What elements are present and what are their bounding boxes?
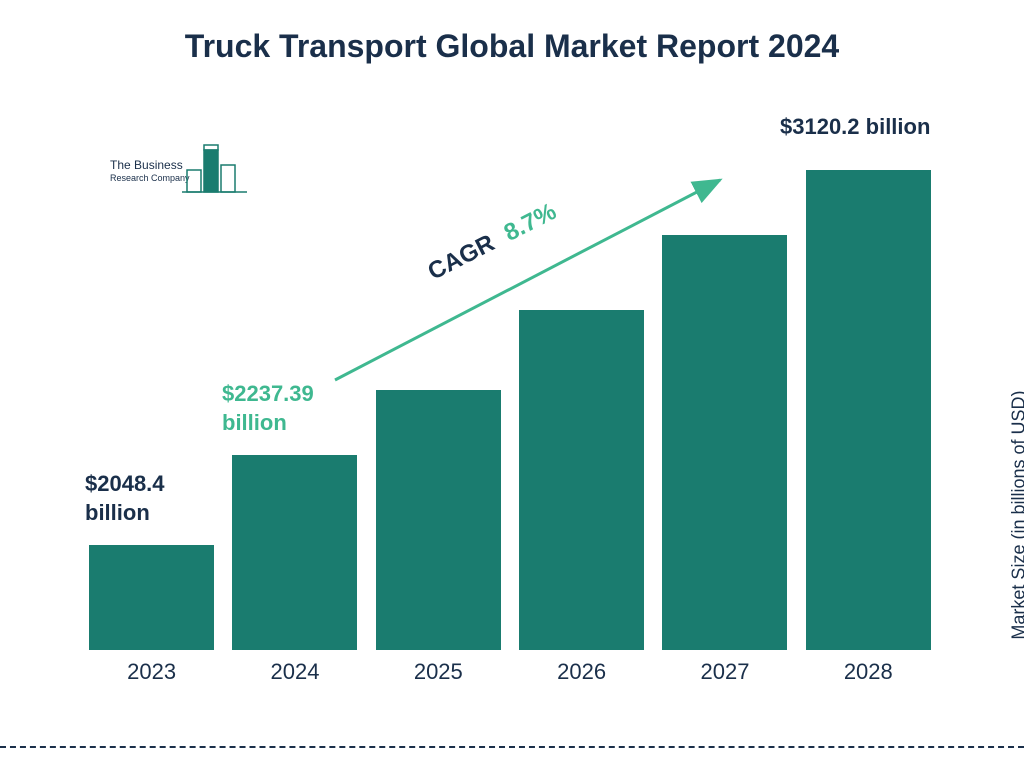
bar-2023 [89,545,214,650]
value-label-bottom: billion [222,409,314,438]
value-label-2023: $2048.4 billion [85,470,165,527]
y-axis-label: Market Size (in billions of USD) [1009,391,1024,640]
x-label: 2028 [806,659,931,685]
bars-container: 2023 2024 2025 2026 2027 2028 [80,120,940,650]
value-label-2028: $3120.2 billion [780,113,930,142]
value-label-bottom: billion [85,499,165,528]
x-label: 2025 [376,659,501,685]
chart-area: 2023 2024 2025 2026 2027 2028 [80,120,940,690]
value-label-top: $2048.4 [85,470,165,499]
value-label-top: $3120.2 billion [780,113,930,142]
x-label: 2027 [662,659,787,685]
bar-slot: 2028 [806,120,931,650]
chart-title: Truck Transport Global Market Report 202… [0,28,1024,65]
bar-2024 [232,455,357,650]
bar-2027 [662,235,787,650]
bar-slot: 2027 [662,120,787,650]
x-label: 2024 [232,659,357,685]
bar-2028 [806,170,931,650]
bar-2025 [376,390,501,650]
value-label-2024: $2237.39 billion [222,380,314,437]
bar-slot: 2026 [519,120,644,650]
value-label-top: $2237.39 [222,380,314,409]
bar-slot: 2023 [89,120,214,650]
x-label: 2026 [519,659,644,685]
bottom-dashed-line [0,746,1024,748]
bar-2026 [519,310,644,650]
bar-slot: 2025 [376,120,501,650]
x-label: 2023 [89,659,214,685]
